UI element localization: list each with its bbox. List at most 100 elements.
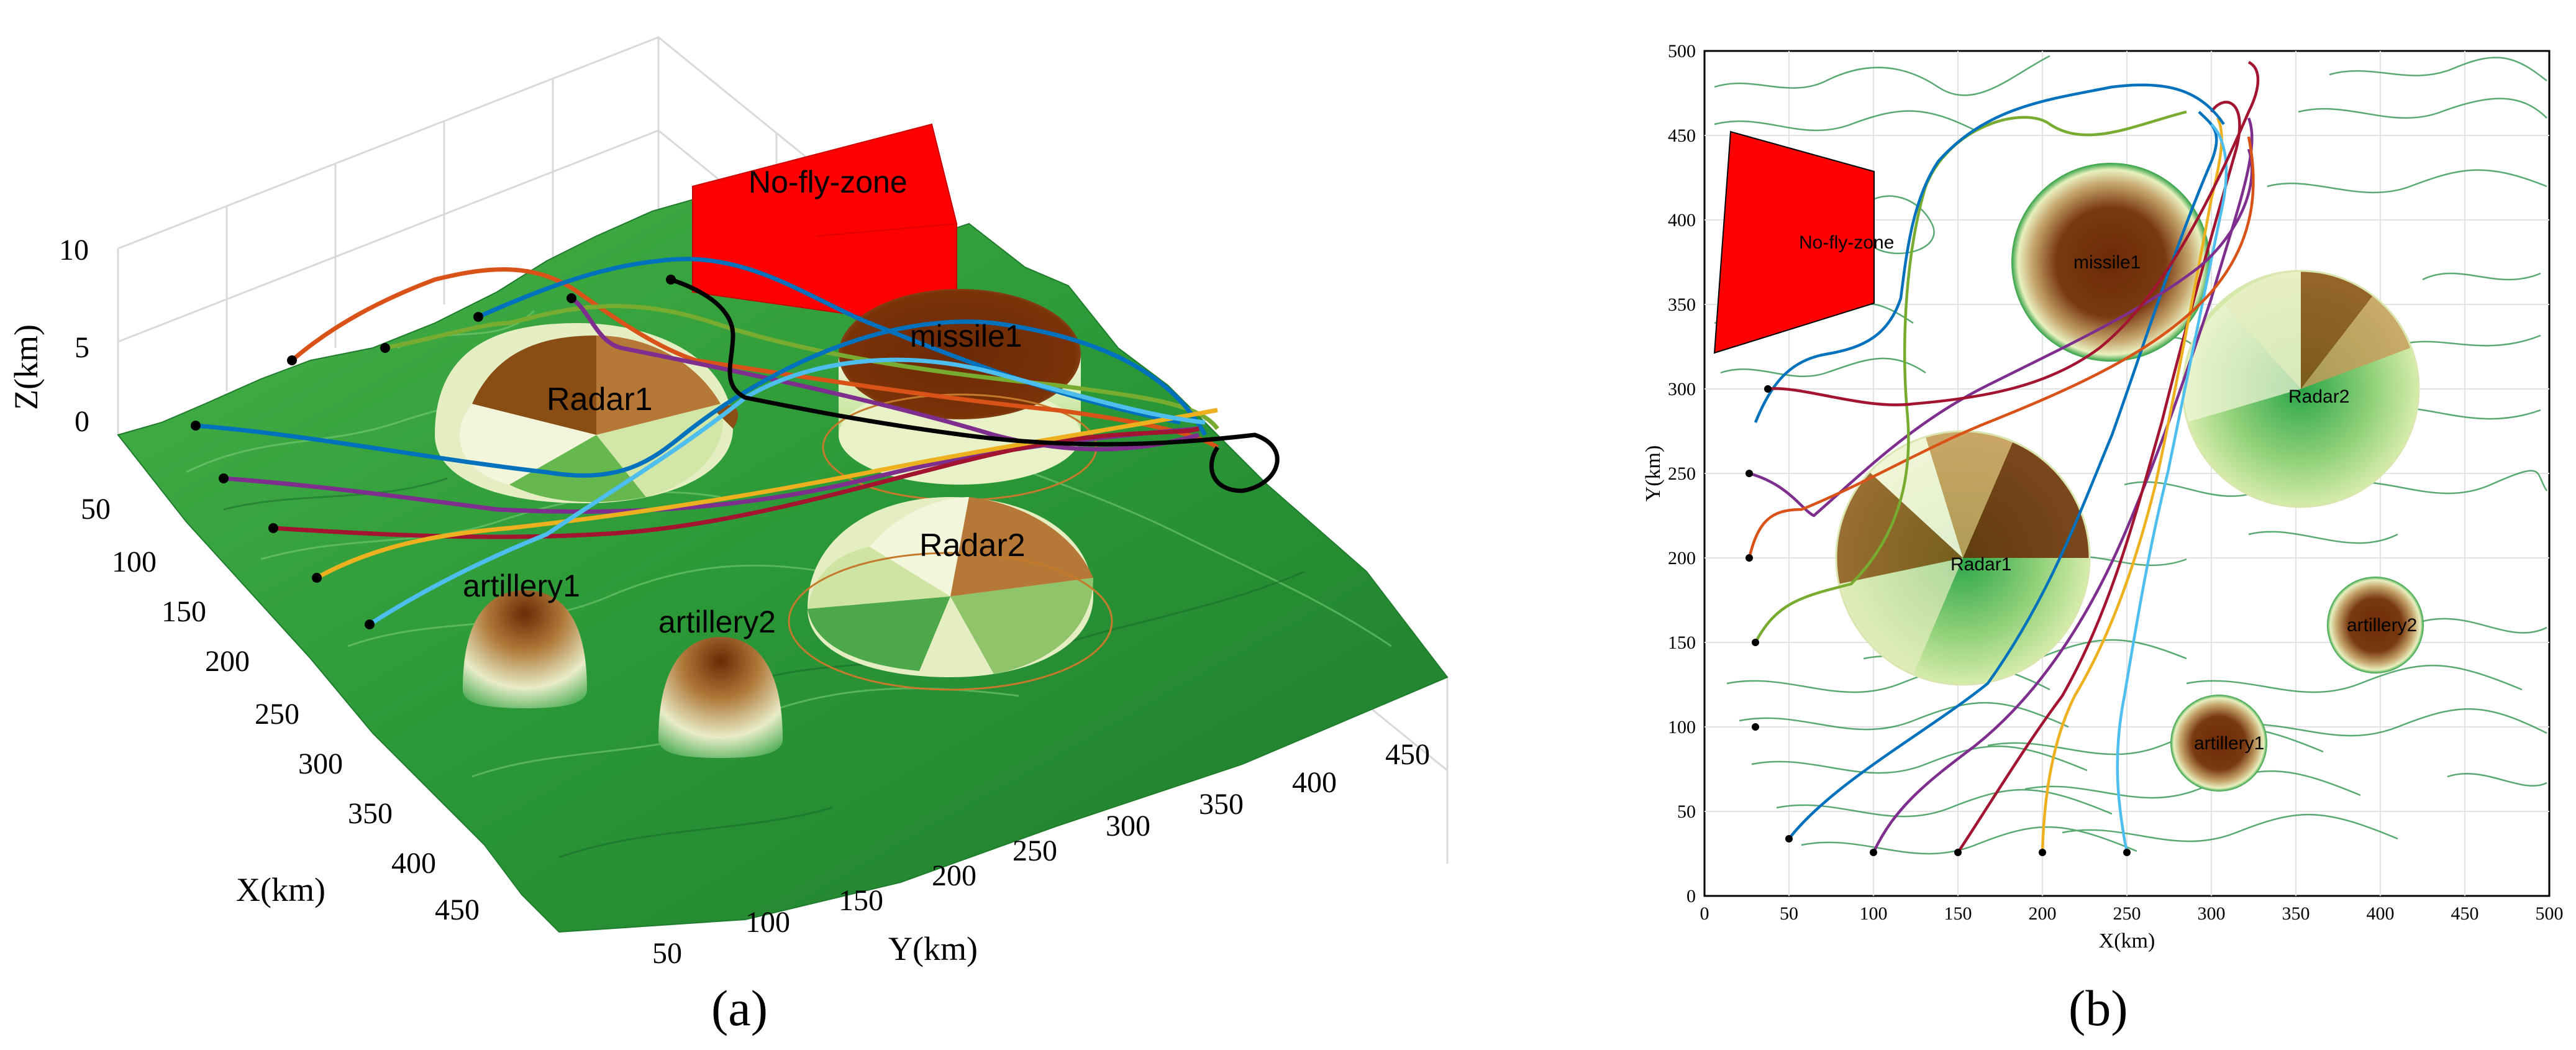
x-tick-label: 50 [1780,903,1798,924]
panel-a-y-axis: 50 100 150 200 250 300 350 400 450 Y(km) [652,738,1430,970]
path-blue [1788,111,2218,840]
y-tick-label: 200 [1668,548,1696,568]
y-tick-label: 150 [839,884,883,917]
y-tick-label: 350 [1668,294,1696,315]
label-artillery2-b: artillery2 [2347,615,2417,636]
label-artillery1-a: artillery1 [463,568,580,603]
y-tick-label: 100 [1668,717,1696,737]
label-missile1-b: missile1 [2073,252,2141,273]
panel-a-3d-view: No-fly-zone missile1 Radar1 Radar2 artil… [7,36,1449,1036]
artillery2-threat [658,637,783,758]
panel-b-path-starts [1745,385,2131,856]
path-black [670,277,1280,493]
panel-a-caption: (a) [711,980,768,1036]
label-radar2-b: Radar2 [2288,386,2349,407]
panel-a-path-starts [191,275,676,629]
y-tick-label: 0 [1686,886,1696,906]
missile1-threat [822,289,1098,501]
x-tick-label: 450 [435,893,480,926]
x-tick-label: 300 [298,747,343,780]
panel-a-paths [195,257,1280,626]
missile1-zone [2011,163,2210,362]
x-tick-label: 250 [2113,903,2141,924]
label-radar1-a: Radar1 [547,381,653,418]
x-tick-label: 300 [2198,903,2226,924]
path-cyan [2116,123,2228,853]
label-no-fly-zone-a: No-fly-zone [749,165,908,199]
label-no-fly-zone-b: No-fly-zone [1799,232,1894,253]
label-artillery2-a: artillery2 [658,605,776,639]
y-tick-label: 250 [1668,463,1696,484]
no-fly-zone-box [692,123,957,331]
x-tick-label: 200 [2029,903,2057,924]
path-orange [290,267,1219,449]
y-axis-label: Y(km) [1642,445,1665,502]
y-tick-label: 450 [1385,738,1430,771]
panel-b-y-axis: 0 50 100 150 200 250 300 350 400 450 500… [1642,41,1696,906]
x-tick-label: 400 [2367,903,2395,924]
y-tick-label: 300 [1106,810,1150,842]
x-tick-label: 150 [1944,903,1972,924]
x-tick-label: 100 [112,546,157,578]
x-axis-label: X(km) [2099,929,2155,952]
y-tick-label: 350 [1199,788,1244,821]
path-blue [195,319,1208,478]
x-tick-label: 250 [255,698,299,731]
radar2-zone [2182,270,2420,508]
z-tick-label: 0 [75,405,89,438]
panel-b-x-axis: 0 50 100 150 200 250 300 350 400 450 500… [1700,903,2564,952]
x-tick-label: 500 [2536,903,2564,924]
y-tick-label: 500 [1668,41,1696,62]
label-artillery1-b: artillery1 [2194,733,2264,754]
y-tick-label: 50 [1677,801,1696,822]
panel-a-z-axis: 0 5 10 Z(km) [7,234,89,438]
path-red [273,426,1200,539]
z-tick-label: 5 [75,331,89,364]
path-yellow [2041,117,2223,853]
path-purple-top [570,296,1199,452]
label-radar2-a: Radar2 [919,527,1026,564]
x-tick-label: 350 [348,797,393,830]
y-tick-label: 400 [1292,766,1337,799]
artillery1-zone [2170,695,2267,792]
panel-a-x-axis: 50 100 150 200 250 300 350 400 450 X(km) [81,493,480,926]
path-orange [1747,136,2255,559]
x-tick-label: 200 [205,645,250,678]
no-fly-zone-area [1713,130,1875,354]
panel-b-caption: (b) [2069,980,2128,1036]
path-olive [385,304,1219,431]
radar2-threat [788,497,1113,691]
artillery2-zone [2327,577,2424,673]
y-tick-label: 250 [1013,834,1057,867]
path-purple-b2 [1749,148,2254,518]
x-tick-label: 450 [2451,903,2479,924]
path-red-b2 [1767,60,2260,406]
label-radar1-b: Radar1 [1950,554,2011,575]
x-axis-label: X(km) [236,871,325,908]
y-tick-label: 450 [1668,126,1696,146]
x-tick-label: 0 [1700,903,1709,924]
y-tick-label: 150 [1668,632,1696,653]
x-tick-label: 350 [2282,903,2310,924]
x-tick-label: 100 [1860,903,1888,924]
panel-b-paths [1747,60,2260,854]
path-red [1957,101,2241,854]
y-tick-label: 200 [932,859,976,892]
path-olive [1754,110,2187,644]
y-tick-label: 100 [745,906,790,939]
y-tick-label: 300 [1668,379,1696,399]
x-tick-label: 400 [391,847,436,880]
y-tick-label: 50 [652,937,682,970]
label-missile1-a: missile1 [910,319,1022,354]
path-blue-b2 [1754,83,2225,423]
z-tick-label: 10 [59,234,89,267]
x-tick-label: 50 [81,493,111,526]
path-yellow [316,408,1218,580]
y-axis-label: Y(km) [888,930,978,967]
x-tick-label: 150 [162,595,206,628]
panel-b-top-view: No-fly-zone missile1 Radar2 Radar1 artil… [1642,41,2564,1036]
artillery1-threat [463,590,587,708]
z-axis-label: Z(km) [7,324,45,410]
y-tick-label: 400 [1668,210,1696,231]
